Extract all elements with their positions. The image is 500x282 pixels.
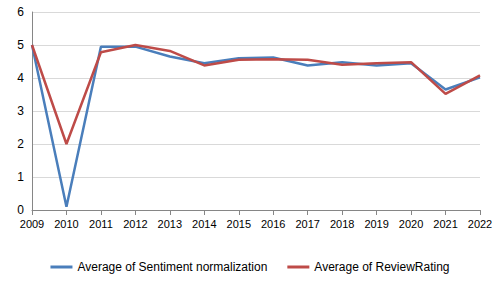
svg-text:2022: 2022 [468,218,492,230]
svg-text:2017: 2017 [295,218,319,230]
svg-text:2009: 2009 [20,218,44,230]
svg-text:2010: 2010 [54,218,78,230]
svg-text:2019: 2019 [364,218,388,230]
svg-text:Average of Sentiment normaliza: Average of Sentiment normalization [77,260,267,274]
svg-text:2014: 2014 [192,218,216,230]
svg-text:2015: 2015 [227,218,251,230]
svg-text:1: 1 [17,170,24,184]
svg-text:2020: 2020 [399,218,423,230]
svg-text:2016: 2016 [261,218,285,230]
svg-text:2013: 2013 [158,218,182,230]
svg-text:5: 5 [17,38,24,52]
svg-text:3: 3 [17,104,24,118]
svg-text:2011: 2011 [89,218,113,230]
svg-text:2: 2 [17,137,24,151]
svg-text:4: 4 [17,71,24,85]
svg-text:0: 0 [17,203,24,217]
svg-text:Average of ReviewRating: Average of ReviewRating [314,260,449,274]
svg-text:2012: 2012 [123,218,147,230]
svg-text:2018: 2018 [330,218,354,230]
svg-text:6: 6 [17,5,24,19]
svg-text:2021: 2021 [433,218,457,230]
